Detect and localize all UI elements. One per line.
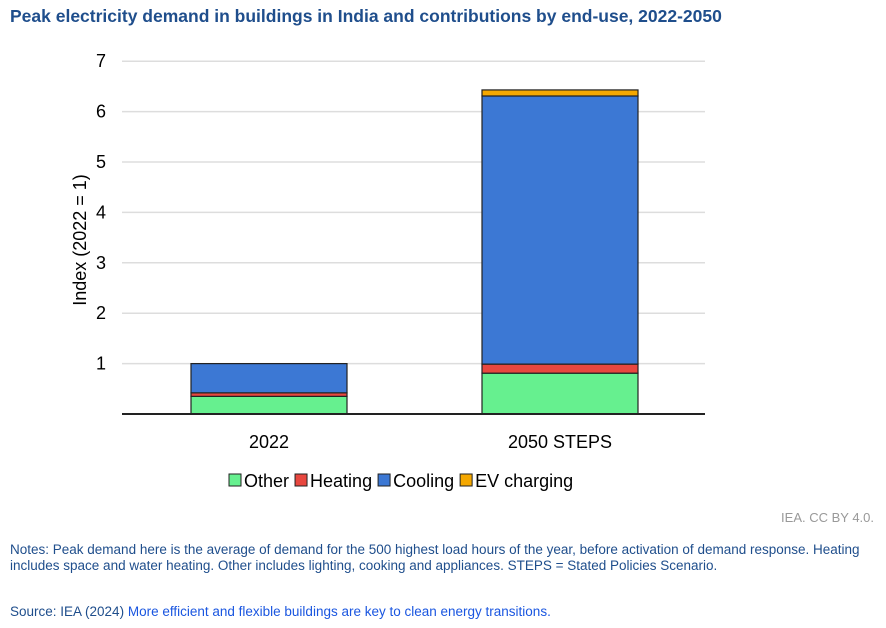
y-tick-label: 7 bbox=[96, 51, 106, 71]
notes: Notes: Peak demand here is the average o… bbox=[10, 542, 860, 573]
legend-swatch bbox=[294, 473, 308, 487]
bar-other bbox=[190, 395, 348, 415]
source-prefix: Source: IEA (2024) bbox=[10, 604, 128, 619]
legend-swatch bbox=[377, 473, 391, 487]
source: Source: IEA (2024) More efficient and fl… bbox=[10, 604, 551, 619]
y-tick-label: 2 bbox=[96, 303, 106, 323]
y-tick-label: 1 bbox=[96, 354, 106, 374]
bar-ev-charging bbox=[481, 89, 639, 97]
legend-label: Cooling bbox=[393, 471, 454, 491]
legend-swatch bbox=[459, 473, 473, 487]
legend-label: EV charging bbox=[475, 471, 573, 491]
bar-heating bbox=[481, 363, 639, 374]
bar-cooling bbox=[481, 95, 639, 365]
chart-title: Peak electricity demand in buildings in … bbox=[10, 6, 722, 26]
y-tick-label: 6 bbox=[96, 102, 106, 122]
x-tick-label: 2022 bbox=[249, 432, 289, 452]
bar-other bbox=[481, 372, 639, 415]
legend-label: Heating bbox=[310, 471, 372, 491]
legend-label: Other bbox=[244, 471, 289, 491]
y-axis-label: Index (2022 = 1) bbox=[70, 174, 90, 306]
y-tick-label: 5 bbox=[96, 152, 106, 172]
credit: IEA. CC BY 4.0. bbox=[781, 510, 874, 525]
y-tick-label: 4 bbox=[96, 202, 106, 222]
legend-swatch bbox=[228, 473, 242, 487]
source-link[interactable]: More efficient and flexible buildings ar… bbox=[127, 604, 551, 619]
y-tick-label: 3 bbox=[96, 253, 106, 273]
x-tick-label: 2050 STEPS bbox=[508, 432, 612, 452]
bar-cooling bbox=[190, 363, 348, 394]
